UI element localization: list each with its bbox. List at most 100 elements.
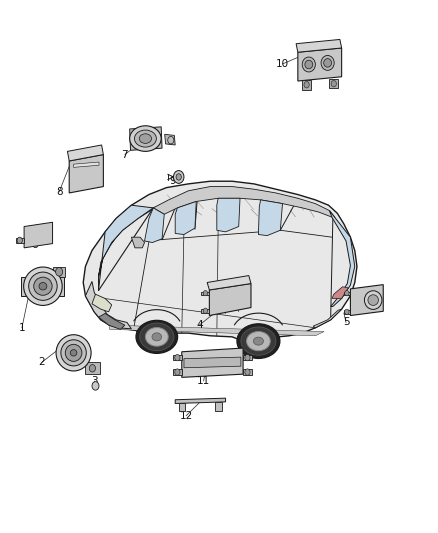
Ellipse shape — [140, 323, 174, 351]
Polygon shape — [53, 266, 65, 277]
Ellipse shape — [29, 272, 57, 301]
Circle shape — [245, 369, 250, 375]
Ellipse shape — [145, 327, 168, 346]
Text: 12: 12 — [180, 411, 193, 421]
Text: 8: 8 — [56, 187, 63, 197]
Circle shape — [345, 309, 349, 314]
Circle shape — [56, 268, 63, 276]
Polygon shape — [74, 162, 99, 167]
Polygon shape — [83, 181, 357, 345]
Polygon shape — [92, 294, 112, 312]
Text: 3: 3 — [91, 376, 98, 386]
Ellipse shape — [324, 59, 332, 67]
Polygon shape — [344, 310, 350, 314]
Circle shape — [203, 290, 208, 296]
Polygon shape — [243, 355, 252, 360]
Polygon shape — [332, 287, 348, 298]
Text: 10: 10 — [276, 59, 289, 69]
Polygon shape — [243, 369, 252, 375]
Ellipse shape — [34, 277, 52, 295]
Ellipse shape — [368, 295, 378, 305]
Polygon shape — [99, 205, 153, 290]
Circle shape — [331, 80, 336, 87]
Circle shape — [92, 382, 99, 390]
Ellipse shape — [305, 60, 313, 69]
Polygon shape — [296, 39, 342, 52]
Ellipse shape — [56, 335, 91, 371]
Polygon shape — [182, 348, 243, 377]
Text: 2: 2 — [38, 358, 45, 367]
Ellipse shape — [364, 291, 382, 309]
Text: 1: 1 — [18, 323, 25, 333]
Text: 7: 7 — [121, 150, 128, 159]
Circle shape — [304, 82, 309, 88]
Polygon shape — [145, 208, 164, 243]
Ellipse shape — [152, 333, 162, 341]
Polygon shape — [24, 222, 53, 248]
Polygon shape — [184, 357, 241, 368]
Polygon shape — [131, 237, 145, 248]
Polygon shape — [201, 309, 209, 313]
Ellipse shape — [253, 337, 263, 345]
Polygon shape — [130, 127, 162, 150]
Circle shape — [176, 174, 181, 180]
Polygon shape — [313, 309, 342, 328]
Circle shape — [345, 290, 349, 296]
Polygon shape — [201, 292, 209, 295]
Circle shape — [175, 354, 180, 361]
Polygon shape — [16, 238, 24, 243]
Ellipse shape — [130, 126, 161, 151]
Polygon shape — [258, 200, 283, 236]
Polygon shape — [173, 355, 182, 360]
Circle shape — [245, 354, 250, 361]
Text: 4: 4 — [196, 320, 203, 330]
Polygon shape — [110, 325, 324, 336]
Ellipse shape — [241, 327, 276, 356]
Ellipse shape — [24, 267, 62, 305]
Polygon shape — [209, 284, 251, 316]
Ellipse shape — [65, 344, 82, 361]
Ellipse shape — [139, 134, 152, 143]
Polygon shape — [85, 362, 100, 374]
Ellipse shape — [321, 55, 334, 70]
Polygon shape — [69, 155, 103, 193]
Circle shape — [89, 365, 95, 372]
Ellipse shape — [61, 340, 86, 366]
Ellipse shape — [70, 350, 77, 356]
Polygon shape — [350, 285, 383, 316]
Polygon shape — [165, 134, 175, 145]
Circle shape — [168, 136, 174, 144]
Ellipse shape — [302, 57, 315, 72]
Polygon shape — [21, 277, 64, 296]
Polygon shape — [175, 398, 226, 403]
Polygon shape — [153, 187, 335, 217]
Polygon shape — [329, 211, 355, 306]
Ellipse shape — [39, 282, 47, 290]
Circle shape — [173, 171, 184, 183]
Ellipse shape — [247, 332, 270, 351]
Circle shape — [175, 369, 180, 375]
Polygon shape — [207, 276, 251, 290]
Polygon shape — [175, 201, 196, 235]
Ellipse shape — [134, 130, 156, 147]
Text: 5: 5 — [343, 318, 350, 327]
Polygon shape — [179, 403, 185, 411]
Ellipse shape — [237, 324, 280, 358]
Polygon shape — [329, 79, 338, 88]
Circle shape — [17, 237, 22, 244]
Polygon shape — [99, 204, 169, 290]
Text: 9: 9 — [170, 176, 177, 186]
Polygon shape — [298, 48, 342, 81]
Polygon shape — [85, 281, 131, 329]
Polygon shape — [215, 402, 222, 411]
Text: 11: 11 — [197, 376, 210, 386]
Polygon shape — [99, 313, 125, 329]
Polygon shape — [344, 292, 350, 295]
Polygon shape — [302, 80, 311, 90]
Circle shape — [203, 308, 208, 313]
Polygon shape — [217, 198, 240, 232]
Ellipse shape — [136, 320, 178, 353]
Text: 6: 6 — [32, 240, 39, 250]
Polygon shape — [67, 145, 103, 161]
Polygon shape — [173, 369, 182, 375]
